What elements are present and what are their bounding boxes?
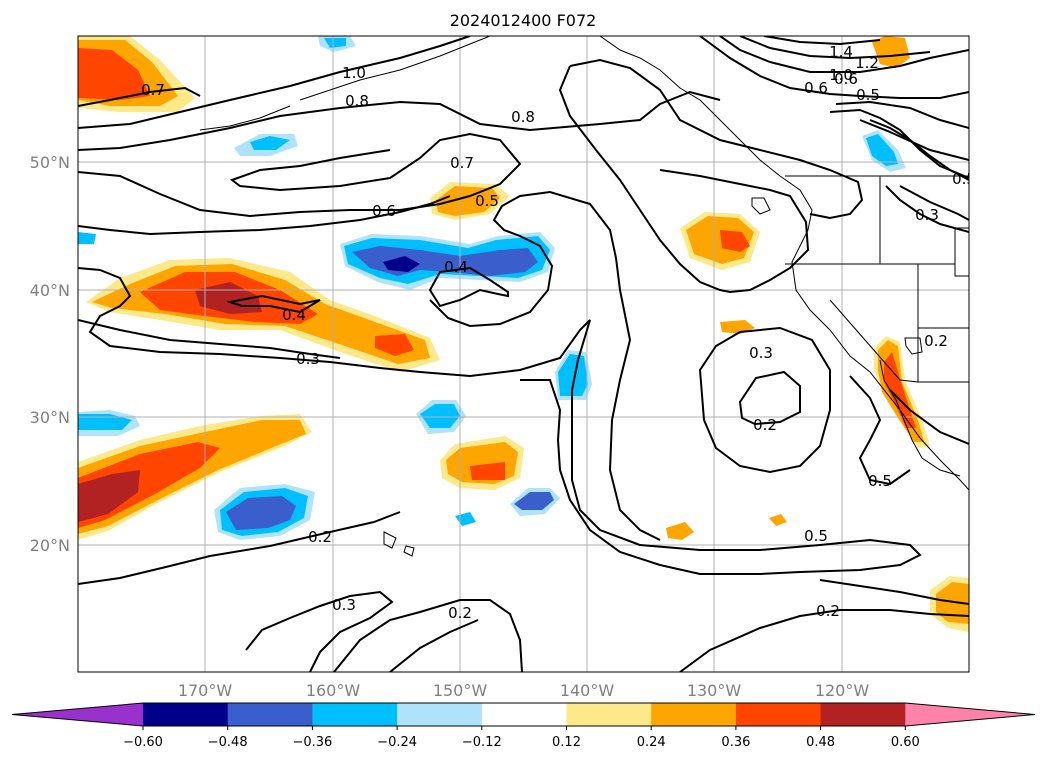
contour-label: 1.2 [855, 54, 879, 72]
colorbar-tick-label: 0.48 [806, 735, 835, 750]
positive-anomaly-region [872, 36, 910, 68]
colorbar: −0.60 −0.48 −0.36 −0.24 −0.12 0.12 0.24 0.36 0.4… [11, 702, 1036, 750]
contour-label: 0.5 [856, 86, 880, 104]
contour-label: 0.2 [753, 416, 777, 434]
colorbar-bin [397, 703, 483, 726]
contour-label: 0.4 [282, 306, 306, 324]
lon-label-170w: 170°W [178, 681, 233, 700]
colorbar-extend-low [12, 703, 143, 726]
contour-label: 1.4 [829, 43, 853, 61]
contour-label: 0.2 [924, 332, 948, 350]
map-frame [77, 35, 970, 673]
contour-label: 0.2 [448, 604, 472, 622]
contour-label: 0.3 [332, 596, 356, 614]
contour-label: 1.0 [342, 64, 366, 82]
colorbar-tick-label: 0.24 [637, 735, 666, 750]
contour-label: 0.5 [804, 527, 828, 545]
lon-label-140w: 140°W [560, 681, 615, 700]
lon-label-150w: 150°W [433, 681, 488, 700]
graticule [78, 36, 969, 672]
colorbar-extend-high [905, 703, 1035, 726]
lon-label-160w: 160°W [306, 681, 361, 700]
contour-label: 0.8 [345, 92, 369, 110]
colorbar-bin [143, 703, 229, 726]
map-panel: 0.7 1.0 0.8 0.8 0.7 0.6 0.5 0.4 0.4 0.3 … [77, 35, 976, 673]
contour-label: 0.5 [475, 192, 499, 210]
colorbar-bin [820, 703, 906, 726]
figure-title: 2024012400 F072 [450, 11, 597, 30]
contour-label: 0.3 [296, 350, 320, 368]
contour-label: 0.4 [444, 258, 468, 276]
lon-label-130w: 130°W [687, 681, 742, 700]
colorbar-bin [735, 703, 822, 726]
lon-label-120w: 120°W [815, 681, 870, 700]
contour-label: 0.6 [804, 79, 828, 97]
colorbar-tick-label: −0.60 [123, 735, 163, 750]
contour-label: 0.6 [372, 202, 396, 220]
colorbar-tick-label: 0.12 [552, 735, 581, 750]
colorbar-bin [312, 703, 398, 726]
contour-labels: 0.7 1.0 0.8 0.8 0.7 0.6 0.5 0.4 0.4 0.3 … [141, 43, 976, 622]
lat-label-20n: 20°N [30, 536, 70, 555]
contour-label: 0.5 [868, 472, 892, 490]
positive-anomaly-region [769, 514, 787, 526]
colorbar-tick-label: 0.36 [721, 735, 750, 750]
positive-anomaly-region [666, 522, 694, 540]
contour-label: 0.7 [141, 81, 165, 99]
contour-label: 0.2 [308, 528, 332, 546]
colorbar-bin [566, 703, 652, 726]
colorbar-tick-label: −0.48 [208, 735, 248, 750]
colorbar-bin [481, 703, 567, 726]
contour-label: 0.5 [952, 170, 976, 188]
contour-label: 0.2 [816, 602, 840, 620]
contour-label: 0.8 [511, 108, 535, 126]
colorbar-tick-label: −0.24 [377, 735, 417, 750]
longitude-labels: 170°W 160°W 150°W 140°W 130°W 120°W [178, 681, 870, 700]
lat-label-50n: 50°N [30, 153, 70, 172]
contour-lines [78, 36, 969, 672]
contour-label: 0.7 [450, 154, 474, 172]
latitude-labels: 50°N 40°N 30°N 20°N [30, 153, 70, 555]
contour-label: 0.3 [749, 344, 773, 362]
lat-label-30n: 30°N [30, 408, 70, 427]
negative-anomaly-region [78, 232, 96, 244]
colorbar-bin [651, 703, 737, 726]
contour-label: 0.3 [915, 206, 939, 224]
colorbar-tick-label: −0.12 [462, 735, 502, 750]
lat-label-40n: 40°N [30, 281, 70, 300]
colorbar-bin [227, 703, 313, 726]
coastlines [199, 36, 969, 557]
colorbar-tick-label: 0.60 [891, 735, 920, 750]
colorbar-tick-label: −0.36 [292, 735, 332, 750]
contour-label: 0.6 [834, 70, 858, 88]
contour-label: 1.0 [829, 66, 853, 84]
